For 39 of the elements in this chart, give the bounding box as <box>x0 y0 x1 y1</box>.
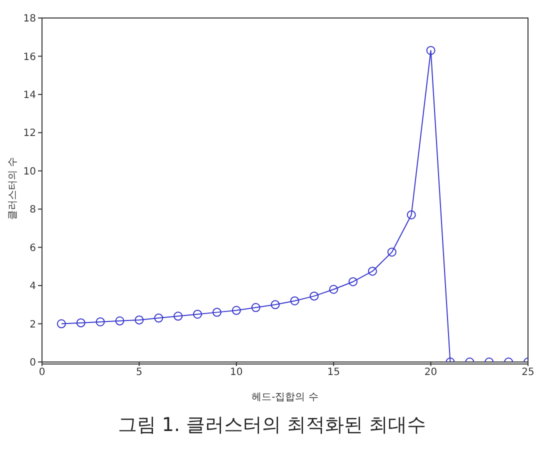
caption: 그림 1. 클러스터의 최적화된 최대수 <box>116 413 428 438</box>
x-axis-title: 헤드-집합의 수 <box>252 392 318 403</box>
y-tick-label: 12 <box>23 128 36 140</box>
y-tick-label: 18 <box>23 14 36 25</box>
x-tick-label: 25 <box>522 367 534 378</box>
x-tick-label: 10 <box>230 367 243 378</box>
point <box>134 315 144 324</box>
point <box>193 310 202 319</box>
point <box>270 300 280 310</box>
y-axis-title: 클러스터의 수 <box>8 156 19 220</box>
point <box>387 248 396 257</box>
point <box>56 319 66 328</box>
point <box>251 303 260 312</box>
point <box>96 317 105 326</box>
y-tick-label: 4 <box>30 281 36 292</box>
point <box>115 316 124 326</box>
x-tick-label: 20 <box>424 367 438 378</box>
point <box>426 46 436 55</box>
y-tick-label: 14 <box>23 90 36 101</box>
point <box>232 306 241 315</box>
point <box>212 308 222 317</box>
point <box>76 318 86 328</box>
point <box>348 277 358 286</box>
point <box>154 314 164 323</box>
point <box>310 292 319 301</box>
point <box>406 210 416 220</box>
x-tick-label: 5 <box>136 367 142 378</box>
y-tick-label: 16 <box>23 52 36 63</box>
y-tick-label: 2 <box>30 319 36 330</box>
y-tick-label: 6 <box>30 242 36 254</box>
x-tick-label: 15 <box>327 367 340 378</box>
point <box>368 266 377 276</box>
y-tick-label: 0 <box>30 358 36 369</box>
y-tick-label: 8 <box>30 204 36 216</box>
point <box>290 296 300 306</box>
point <box>174 312 183 321</box>
point <box>329 284 338 294</box>
x-tick-label: 0 <box>38 367 46 378</box>
y-tick-label: 10 <box>23 166 36 178</box>
